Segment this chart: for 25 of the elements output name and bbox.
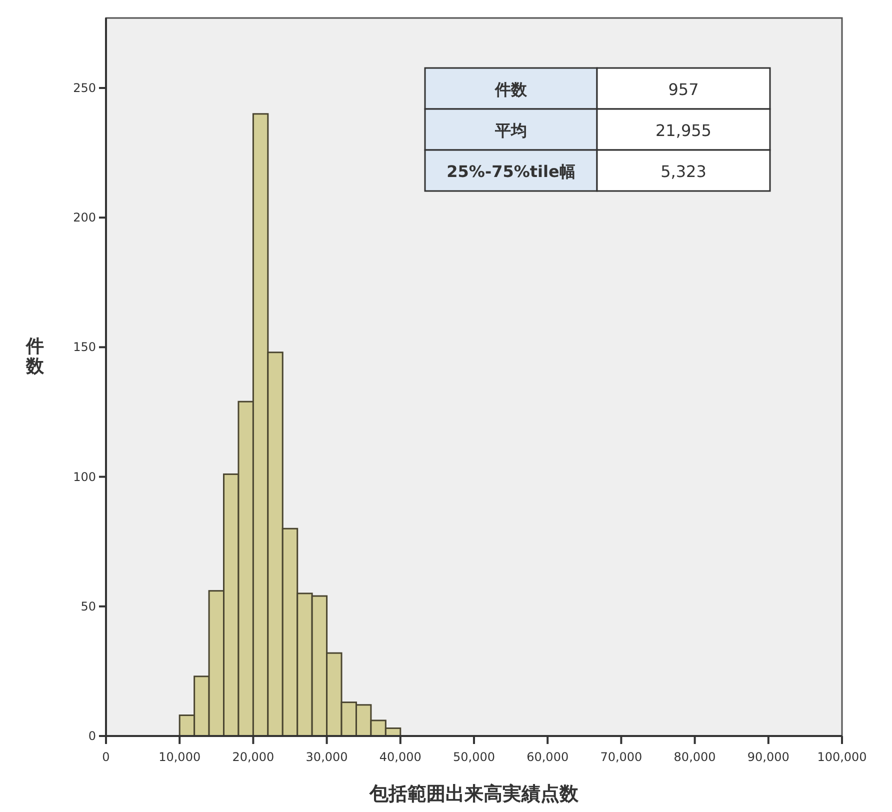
y-tick-label: 200 [73, 210, 96, 225]
y-axis-title: 件数 [494, 80, 528, 99]
x-tick-label: 0 [102, 750, 110, 764]
x-tick-label: 60,000 [526, 750, 569, 764]
y-tick-label: 0 [88, 729, 96, 743]
x-tick-label: 30,000 [306, 750, 348, 764]
annotation: 平均 [494, 121, 527, 140]
text: 件数 [25, 336, 45, 377]
y-tick-label: 100 [73, 470, 96, 484]
y-tick-label: 50 [80, 599, 96, 614]
x-tick-label: 10,000 [158, 750, 201, 764]
x-tick-label: 40,000 [379, 750, 422, 764]
x-tick-label: 80,000 [674, 750, 716, 764]
x-tick-label: 20,000 [232, 750, 274, 764]
annotation: 21,955 [656, 121, 712, 140]
x-tick-label: 70,000 [600, 750, 642, 764]
annotation: 957 [668, 80, 699, 99]
x-tick-label: 50,000 [453, 750, 495, 764]
x-tick-label: 90,000 [747, 750, 790, 764]
y-tick-label: 250 [73, 80, 96, 95]
x-axis-title: 包括範囲出来高実績点数 [368, 783, 580, 805]
annotation: 25%-75%tile幅 [446, 162, 576, 181]
x-tick-label: 100,000 [817, 750, 867, 764]
y-tick-label: 150 [73, 340, 96, 354]
annotation: 5,323 [660, 162, 706, 181]
